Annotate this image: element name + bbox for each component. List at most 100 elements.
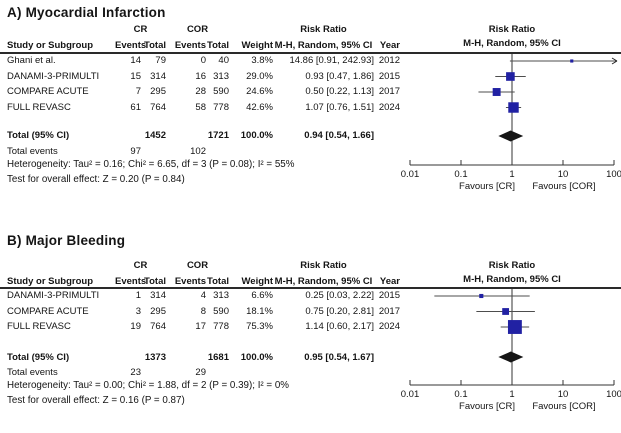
header-separator bbox=[0, 52, 621, 54]
col-events-cr-header: Events bbox=[115, 275, 147, 287]
total-cor: 590 bbox=[213, 86, 229, 98]
overall-effect-note: Test for overall effect: Z = 0.16 (P = 0… bbox=[7, 394, 185, 406]
study-rows: Ghani et al. 14 79 0 40 3.8% 14.86 [0.91, 242.… bbox=[0, 53, 402, 115]
col-total-cr-header: Total bbox=[144, 275, 166, 287]
axis-tick-label: 0.1 bbox=[454, 169, 467, 180]
total-events-row: Total events 23 29 bbox=[0, 365, 402, 381]
study-row: DANAMI-3-PRIMULTI 15 314 16 313 29.0% 0.93 [0.… bbox=[0, 69, 402, 85]
plot-subtitle: M-H, Random, 95% CI bbox=[463, 38, 561, 49]
summary-diamond bbox=[498, 351, 524, 363]
effect-square bbox=[479, 293, 484, 299]
col-year-header: Year bbox=[379, 39, 400, 51]
total-weight: 100.0% bbox=[240, 351, 273, 363]
column-header-row: Study or Subgroup Events Total Events To… bbox=[0, 38, 621, 52]
year: 2017 bbox=[378, 86, 400, 98]
axis-tick-label: 10 bbox=[558, 389, 569, 400]
effect-square bbox=[492, 88, 501, 96]
overall-effect-note: Test for overall effect: Z = 0.20 (P = 0… bbox=[7, 173, 185, 185]
events-cr: 1 bbox=[135, 290, 141, 302]
study-name: DANAMI-3-PRIMULTI bbox=[7, 70, 100, 82]
total-cr: 314 bbox=[150, 70, 166, 82]
favours-right-label: Favours [COR] bbox=[532, 181, 595, 192]
plot-title: Risk Ratio bbox=[488, 260, 536, 271]
total-cor: 40 bbox=[218, 55, 229, 67]
column-header-row: Study or Subgroup Events Total Events To… bbox=[0, 274, 621, 288]
col-study-header: Study or Subgroup bbox=[7, 275, 94, 287]
study-name: FULL REVASC bbox=[7, 321, 71, 333]
weight: 24.6% bbox=[246, 86, 273, 98]
total-estimate: 0.94 [0.54, 1.66] bbox=[304, 130, 374, 142]
estimate: 1.14 [0.60, 2.17] bbox=[305, 321, 374, 333]
events-cor: 58 bbox=[195, 101, 206, 113]
total-events-cor: 29 bbox=[195, 366, 206, 378]
weight: 29.0% bbox=[246, 70, 273, 82]
total-cor: 778 bbox=[213, 101, 229, 113]
panel-title: A) Myocardial Infarction bbox=[7, 5, 166, 20]
col-estimate-header: M-H, Random, 95% CI bbox=[274, 275, 373, 287]
study-row: FULL REVASC 61 764 58 778 42.6% 1.07 [0.76, 1.… bbox=[0, 100, 402, 116]
total-events-cr: 23 bbox=[130, 366, 141, 378]
col-total-cor-header: Total bbox=[207, 275, 229, 287]
total-cor: 313 bbox=[213, 290, 229, 302]
total-events-label: Total events bbox=[7, 146, 58, 158]
panel-major-bleeding: B) Major Bleeding CR COR Risk Ratio Risk… bbox=[0, 222, 621, 433]
events-cor: 4 bbox=[200, 290, 206, 302]
group-header-row: CR COR Risk Ratio Risk Ratio bbox=[0, 260, 621, 274]
events-cor: 8 bbox=[200, 305, 206, 317]
estimate: 14.86 [0.91, 242.93] bbox=[289, 55, 374, 67]
events-cr: 15 bbox=[130, 70, 141, 82]
total-cr: 295 bbox=[150, 86, 166, 98]
heterogeneity-note: Heterogeneity: Tau² = 0.00; Chi² = 1.88,… bbox=[7, 380, 290, 391]
panel-myocardial-infarction: A) Myocardial Infarction CR COR Risk Rat… bbox=[0, 5, 621, 192]
total-row: Total (95% CI) 1373 1681 100.0% 0.95 [0.… bbox=[0, 350, 402, 366]
panel-title: B) Major Bleeding bbox=[7, 233, 126, 248]
col-total-cor-header: Total bbox=[207, 39, 229, 51]
axis-tick-label: 0.01 bbox=[401, 389, 420, 400]
year: 2024 bbox=[378, 101, 400, 113]
col-weight-header: Weight bbox=[241, 39, 274, 51]
total-cor: 590 bbox=[213, 305, 229, 317]
events-cr: 61 bbox=[130, 101, 141, 113]
year: 2015 bbox=[378, 70, 400, 82]
events-cor: 0 bbox=[200, 55, 206, 67]
plot-subtitle: M-H, Random, 95% CI bbox=[463, 274, 561, 285]
effect-square bbox=[570, 59, 574, 63]
total-events-cor: 102 bbox=[190, 146, 206, 158]
year: 2024 bbox=[378, 321, 400, 333]
study-name: FULL REVASC bbox=[7, 101, 71, 113]
total-events-label: Total events bbox=[7, 366, 58, 378]
total-label: Total (95% CI) bbox=[7, 130, 70, 142]
effect-square bbox=[508, 102, 519, 113]
ci-arrow-right bbox=[611, 57, 618, 65]
effect-column-title: Risk Ratio bbox=[300, 260, 347, 271]
total-label: Total (95% CI) bbox=[7, 351, 70, 363]
total-cr-n: 1452 bbox=[144, 130, 166, 142]
forest-plot-panel-a: 0.01 0.1 1 10 100 Favours [CR] Favours [COR] bbox=[401, 54, 621, 192]
total-row: Total (95% CI) 1452 1721 100.0% 0.94 [0.… bbox=[0, 128, 402, 144]
col-total-cr-header: Total bbox=[144, 39, 166, 51]
events-cr: 3 bbox=[135, 305, 141, 317]
axis-tick-label: 0.1 bbox=[454, 389, 467, 400]
total-cor-n: 1721 bbox=[207, 130, 229, 142]
forest-plot-panel-b: 0.01 0.1 1 10 100 Favours [CR] Favours [COR] bbox=[401, 289, 621, 412]
axis-tick-label: 100 bbox=[606, 389, 621, 400]
total-cor-n: 1681 bbox=[207, 351, 229, 363]
study-row: DANAMI-3-PRIMULTI 1 314 4 313 6.6% 0.25 [0.03,… bbox=[0, 288, 402, 304]
group-header-row: CR COR Risk Ratio Risk Ratio bbox=[0, 24, 621, 38]
total-cr: 79 bbox=[155, 55, 166, 67]
favours-right-label: Favours [COR] bbox=[532, 401, 595, 412]
total-cor: 313 bbox=[213, 70, 229, 82]
study-name: Ghani et al. bbox=[7, 55, 56, 67]
group-cr-label: CR bbox=[133, 24, 148, 35]
study-row: Ghani et al. 14 79 0 40 3.8% 14.86 [0.91, 242.… bbox=[0, 53, 402, 69]
effect-square bbox=[507, 320, 522, 334]
study-row: COMPARE ACUTE 7 295 28 590 24.6% 0.50 [0.22, 1… bbox=[0, 84, 402, 100]
total-cr-n: 1373 bbox=[144, 351, 166, 363]
total-events-cr: 97 bbox=[130, 146, 141, 158]
group-cor-label: COR bbox=[186, 260, 209, 271]
events-cr: 7 bbox=[135, 86, 141, 98]
axis-tick-label: 10 bbox=[558, 169, 569, 180]
col-study-header: Study or Subgroup bbox=[7, 39, 94, 51]
header-separator bbox=[0, 287, 621, 289]
